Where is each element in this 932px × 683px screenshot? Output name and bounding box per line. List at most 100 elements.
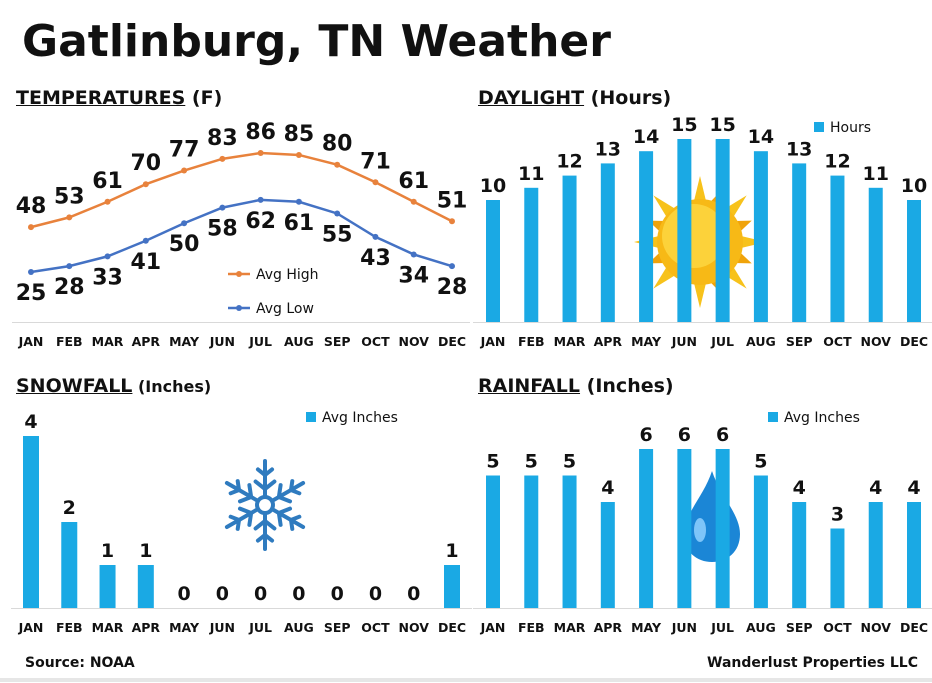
x-tick-label: JUL bbox=[248, 620, 272, 635]
bar-value-label: 6 bbox=[716, 424, 729, 446]
x-tick-label: APR bbox=[132, 334, 161, 349]
bar-value-label: 1 bbox=[445, 540, 458, 562]
x-tick-label: AUG bbox=[746, 334, 776, 349]
snowflake-branch bbox=[263, 467, 275, 477]
bar bbox=[562, 475, 577, 608]
x-tick-label: SEP bbox=[324, 620, 351, 635]
bar-value-label: 15 bbox=[709, 114, 735, 136]
bar-value-label: 4 bbox=[24, 411, 37, 433]
avg-low-value-label: 34 bbox=[398, 263, 429, 288]
snowflake-branch bbox=[228, 514, 242, 522]
bar-value-label: 0 bbox=[292, 583, 305, 605]
x-tick-label: SEP bbox=[786, 620, 813, 635]
sun-ray bbox=[739, 235, 766, 249]
x-tick-label: OCT bbox=[823, 620, 852, 635]
avg-low-point bbox=[219, 204, 226, 211]
bar bbox=[23, 436, 39, 608]
avg-low-point bbox=[449, 263, 455, 270]
snowflake-branch bbox=[276, 511, 283, 527]
bar-value-label: 10 bbox=[480, 175, 506, 197]
x-tick-label: JUL bbox=[248, 334, 272, 349]
x-tick-label: SEP bbox=[324, 334, 351, 349]
bar-value-label: 10 bbox=[901, 175, 927, 197]
x-tick-label: DEC bbox=[900, 334, 928, 349]
avg-high-value-label: 51 bbox=[437, 188, 468, 213]
bar bbox=[830, 175, 845, 322]
bar bbox=[600, 502, 615, 608]
bar bbox=[486, 200, 500, 322]
avg-high-point bbox=[334, 161, 341, 168]
raindrop-icon bbox=[684, 471, 740, 562]
avg-low-point bbox=[410, 251, 417, 258]
bar-value-label: 2 bbox=[63, 497, 76, 519]
x-tick-label: FEB bbox=[56, 334, 83, 349]
legend-marker bbox=[236, 271, 242, 277]
x-tick-label: FEB bbox=[518, 334, 545, 349]
avg-low-value-label: 41 bbox=[131, 250, 162, 275]
bar-value-label: 6 bbox=[678, 424, 691, 446]
x-tick-label: JAN bbox=[480, 620, 506, 635]
bar-value-label: 14 bbox=[748, 126, 774, 148]
snowflake-center bbox=[255, 495, 275, 515]
avg-low-point bbox=[28, 269, 34, 275]
x-tick-label: JAN bbox=[18, 620, 44, 635]
bar bbox=[677, 139, 692, 322]
x-tick-label: MAY bbox=[631, 620, 662, 635]
snowflake-branch bbox=[255, 533, 267, 543]
daylight-title: DAYLIGHT (Hours) bbox=[478, 87, 671, 109]
raindrop-shine bbox=[694, 518, 706, 542]
bar-value-label: 0 bbox=[177, 583, 190, 605]
x-tick-label: OCT bbox=[823, 334, 852, 349]
snowflake-branch bbox=[235, 479, 242, 492]
bar-value-label: 0 bbox=[407, 583, 420, 605]
bar bbox=[792, 163, 807, 322]
x-tick-label: JUN bbox=[671, 334, 697, 349]
x-tick-label: APR bbox=[132, 620, 161, 635]
bar bbox=[486, 475, 500, 608]
legend-label: Avg Inches bbox=[784, 410, 860, 426]
bar-value-label: 4 bbox=[907, 477, 920, 499]
bar-value-label: 5 bbox=[525, 451, 538, 473]
avg-high-value-label: 71 bbox=[360, 149, 391, 174]
avg-low-point bbox=[142, 237, 149, 244]
snowflake-branch bbox=[276, 495, 293, 504]
avg-high-point bbox=[142, 181, 149, 188]
x-tick-label: FEB bbox=[56, 620, 83, 635]
legend-swatch bbox=[814, 122, 824, 132]
x-tick-label: APR bbox=[594, 620, 623, 635]
bar bbox=[830, 528, 845, 608]
rainfall-title-unit: (Inches) bbox=[580, 375, 674, 397]
bar bbox=[639, 151, 654, 322]
bar bbox=[137, 565, 154, 608]
bar bbox=[61, 522, 78, 608]
avg-low-point bbox=[104, 253, 111, 260]
bar-value-label: 12 bbox=[556, 151, 582, 173]
bar-value-label: 0 bbox=[331, 583, 344, 605]
avg-high-value-label: 86 bbox=[245, 120, 276, 145]
avg-low-value-label: 25 bbox=[16, 281, 47, 306]
avg-high-value-label: 48 bbox=[16, 194, 47, 219]
x-tick-label: DEC bbox=[438, 334, 466, 349]
bar bbox=[444, 565, 460, 608]
avg-low-point bbox=[334, 210, 341, 217]
page-title: Gatlinburg, TN Weather bbox=[22, 16, 611, 67]
x-tick-label: JUN bbox=[671, 620, 697, 635]
rainfall-title: RAINFALL (Inches) bbox=[478, 375, 674, 397]
x-tick-label: NOV bbox=[399, 620, 430, 635]
legend-marker bbox=[236, 305, 242, 311]
avg-low-point bbox=[257, 196, 264, 203]
raindrop-body bbox=[684, 471, 740, 562]
bar bbox=[868, 502, 883, 608]
x-tick-label: DEC bbox=[438, 620, 466, 635]
avg-high-value-label: 53 bbox=[54, 184, 85, 209]
avg-low-value-label: 58 bbox=[207, 217, 238, 242]
x-tick-label: AUG bbox=[746, 620, 776, 635]
snowfall-title-unit: (Inches) bbox=[132, 377, 212, 396]
avg-low-point bbox=[372, 233, 379, 240]
bar bbox=[99, 565, 116, 608]
bar bbox=[677, 449, 692, 608]
avg-low-value-label: 28 bbox=[437, 275, 468, 300]
bar-value-label: 0 bbox=[369, 583, 382, 605]
